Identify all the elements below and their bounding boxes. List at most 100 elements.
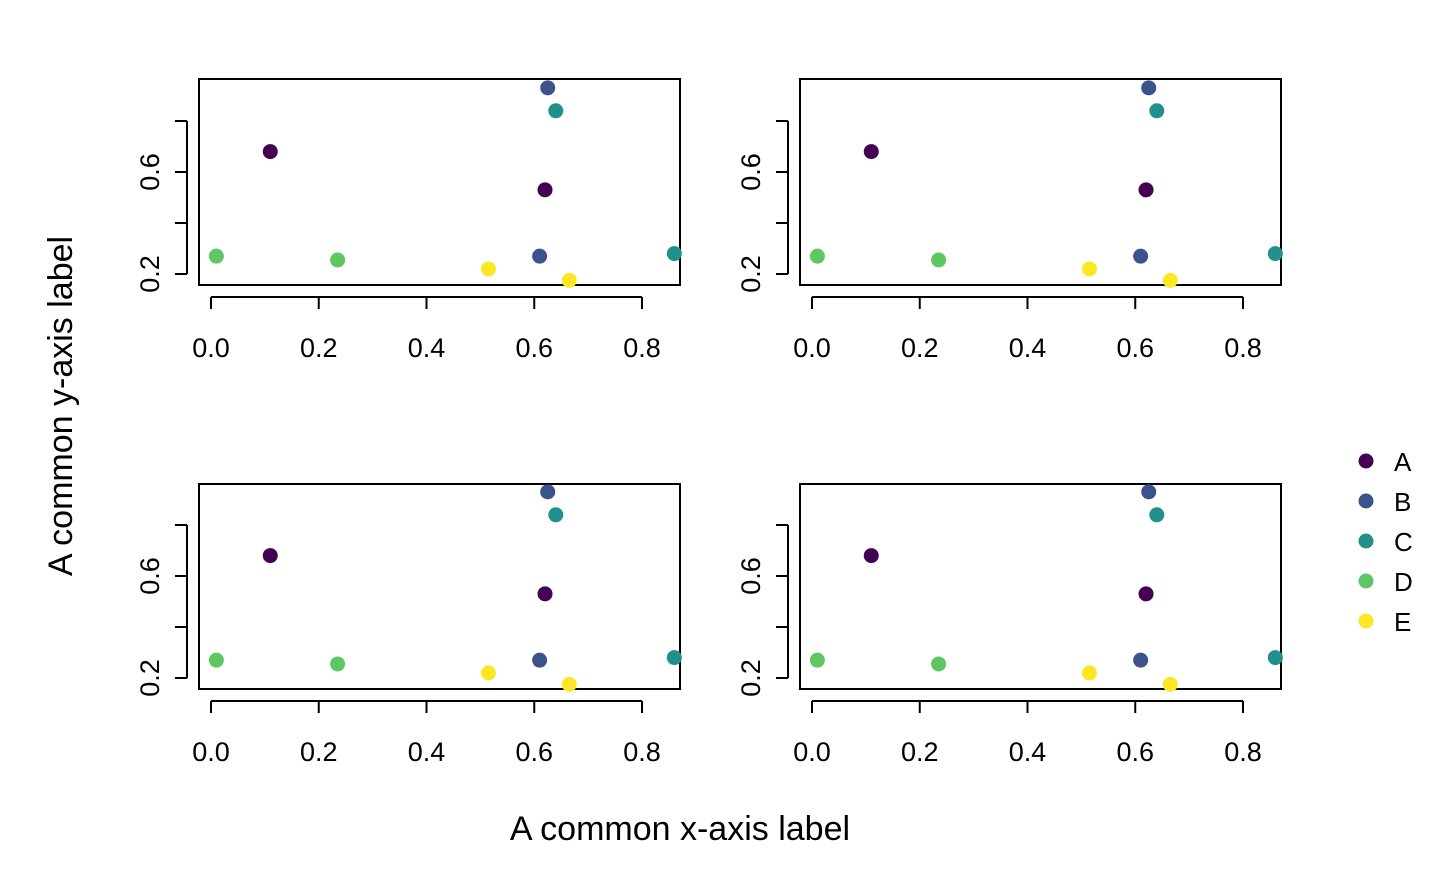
point-A	[537, 586, 553, 602]
point-D	[330, 252, 346, 268]
y-axis: 0.2 0.6	[736, 120, 789, 293]
x-axis: 0.0 0.2 0.4 0.6 0.8	[192, 700, 661, 767]
y-tick-label: 0.6	[135, 557, 165, 595]
point-D	[809, 652, 825, 668]
y-tick-label: 0.2	[736, 255, 766, 293]
point-A	[1138, 586, 1154, 602]
point-B	[1133, 652, 1149, 668]
legend-label: C	[1394, 527, 1413, 557]
panel-4: 0.0 0.2 0.4 0.6 0.8 0.2 0.6	[736, 483, 1283, 767]
x-tick-label: 0.0	[192, 737, 230, 767]
legend-item-C: C	[1358, 527, 1413, 557]
point-E	[1081, 261, 1097, 277]
point-A	[262, 144, 278, 160]
point-A	[537, 182, 553, 198]
points	[809, 80, 1283, 288]
y-tick-label: 0.6	[736, 153, 766, 191]
x-tick-label: 0.2	[901, 333, 939, 363]
point-C	[548, 103, 564, 119]
y-axis: 0.2 0.6	[736, 524, 789, 697]
point-E	[1081, 665, 1097, 681]
legend-marker	[1358, 453, 1374, 469]
y-axis-title: A common y-axis label	[42, 236, 80, 576]
y-tick-label: 0.6	[736, 557, 766, 595]
point-D	[208, 248, 224, 264]
point-D	[809, 248, 825, 264]
x-tick-label: 0.2	[901, 737, 939, 767]
x-tick-label: 0.4	[1009, 737, 1047, 767]
point-E	[561, 676, 577, 692]
x-axis: 0.0 0.2 0.4 0.6 0.8	[192, 296, 661, 363]
x-axis-title: A common x-axis label	[510, 810, 850, 848]
point-D	[931, 656, 947, 672]
legend-label: A	[1394, 447, 1412, 477]
legend-marker	[1358, 573, 1374, 589]
y-axis: 0.2 0.6	[135, 120, 188, 293]
x-tick-label: 0.0	[793, 333, 831, 363]
points	[208, 484, 682, 692]
point-A	[863, 144, 879, 160]
panel-2: 0.0 0.2 0.4 0.6 0.8 0.2 0.6	[736, 78, 1283, 363]
y-axis: 0.2 0.6	[135, 524, 188, 697]
point-B	[532, 652, 548, 668]
x-tick-label: 0.8	[1224, 737, 1262, 767]
point-B	[532, 248, 548, 264]
panel-1: 0.0 0.2 0.4 0.6 0.8 0.2 0.6	[135, 78, 682, 363]
x-tick-label: 0.8	[623, 333, 661, 363]
x-tick-label: 0.6	[1116, 333, 1154, 363]
y-tick-label: 0.2	[135, 255, 165, 293]
point-B	[1141, 484, 1157, 500]
point-D	[330, 656, 346, 672]
point-E	[561, 272, 577, 288]
plot-frame	[799, 483, 1282, 690]
y-tick-label: 0.2	[736, 659, 766, 697]
point-B	[540, 484, 556, 500]
plot-frame	[198, 78, 681, 286]
point-E	[480, 261, 496, 277]
x-tick-label: 0.4	[408, 737, 446, 767]
legend-label: B	[1394, 487, 1411, 517]
point-C	[1149, 103, 1165, 119]
x-axis: 0.0 0.2 0.4 0.6 0.8	[793, 296, 1262, 363]
point-A	[262, 548, 278, 564]
legend-marker	[1358, 493, 1374, 509]
x-tick-label: 0.6	[515, 333, 553, 363]
point-E	[1162, 676, 1178, 692]
point-E	[1162, 272, 1178, 288]
y-tick-label: 0.2	[135, 659, 165, 697]
x-tick-label: 0.6	[1116, 737, 1154, 767]
legend-item-D: D	[1358, 567, 1413, 597]
point-D	[931, 252, 947, 268]
x-axis: 0.0 0.2 0.4 0.6 0.8	[793, 700, 1262, 767]
legend-label: E	[1394, 607, 1411, 637]
point-A	[1138, 182, 1154, 198]
x-tick-label: 0.2	[300, 737, 338, 767]
point-A	[863, 548, 879, 564]
point-C	[666, 650, 682, 666]
point-D	[208, 652, 224, 668]
point-C	[1267, 246, 1283, 262]
x-tick-label: 0.4	[408, 333, 446, 363]
point-B	[1133, 248, 1149, 264]
y-tick-label: 0.6	[135, 153, 165, 191]
panel-3: 0.0 0.2 0.4 0.6 0.8 0.2 0.6	[135, 483, 682, 767]
panels: 0.0 0.2 0.4 0.6 0.80.20.60.0 0.2 0.4 0.6 0.80.20…	[135, 78, 1283, 767]
legend-item-B: B	[1358, 487, 1411, 517]
legend-marker	[1358, 533, 1374, 549]
plot-frame	[799, 78, 1282, 286]
point-B	[1141, 80, 1157, 96]
point-C	[1149, 507, 1165, 523]
points	[208, 80, 682, 288]
point-C	[666, 246, 682, 262]
point-B	[540, 80, 556, 96]
legend-marker	[1358, 613, 1374, 629]
x-tick-label: 0.8	[1224, 333, 1262, 363]
x-tick-label: 0.0	[793, 737, 831, 767]
legend-item-A: A	[1358, 447, 1412, 477]
legend-label: D	[1394, 567, 1413, 597]
x-tick-label: 0.6	[515, 737, 553, 767]
legend-item-E: E	[1358, 607, 1411, 637]
x-tick-label: 0.8	[623, 737, 661, 767]
